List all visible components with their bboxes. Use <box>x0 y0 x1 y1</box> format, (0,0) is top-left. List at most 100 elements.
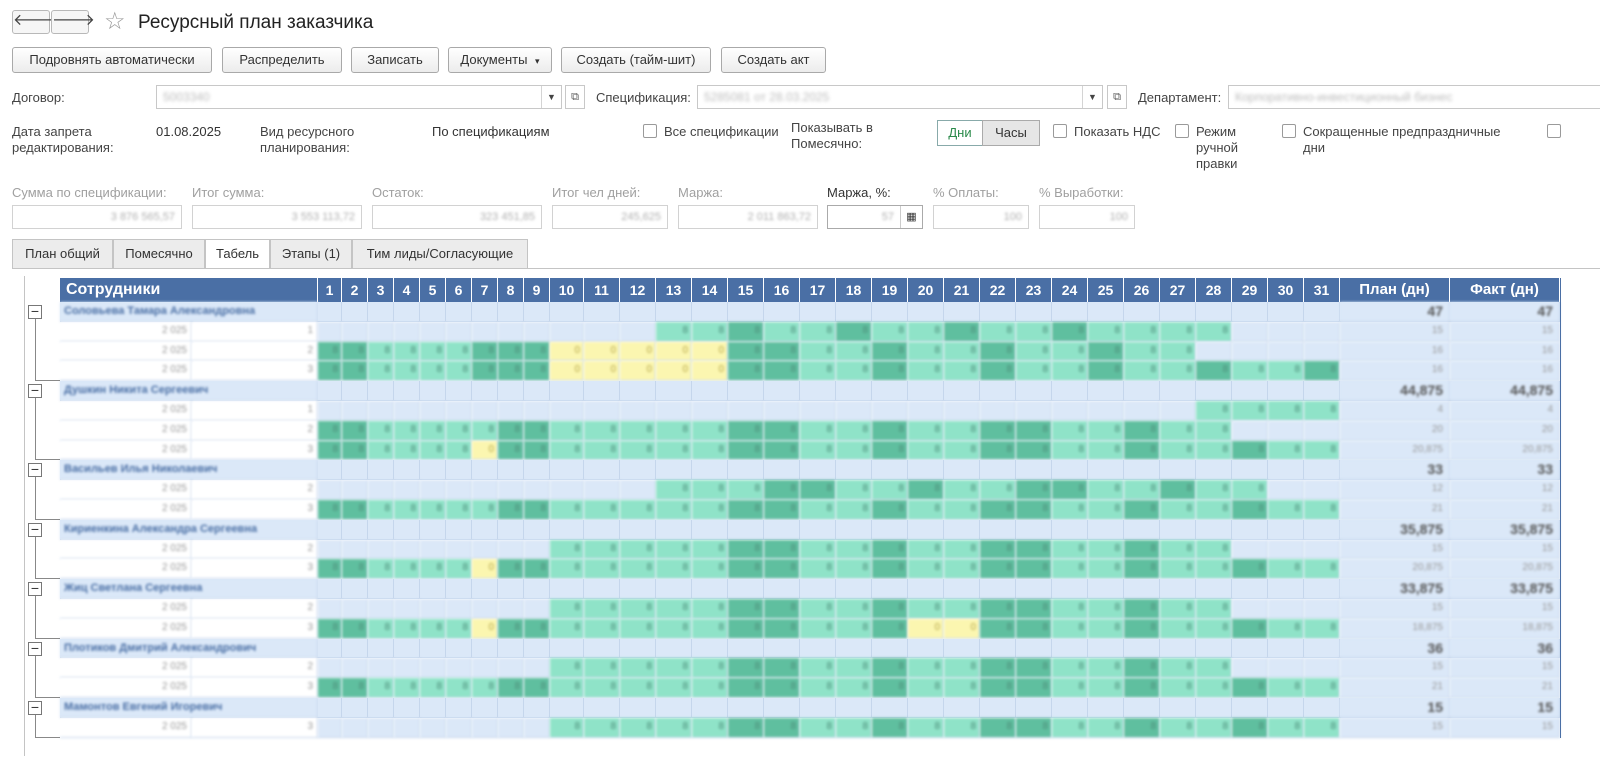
day-cell[interactable] <box>1016 460 1052 481</box>
day-cell[interactable]: 8 <box>1016 420 1052 441</box>
day-cell[interactable] <box>342 698 368 718</box>
day-cell[interactable]: 8 <box>584 539 620 560</box>
day-cell[interactable]: 8 <box>728 361 764 382</box>
day-cell[interactable]: 8 <box>446 618 472 639</box>
day-cell[interactable] <box>524 579 550 599</box>
day-cell[interactable]: 8 <box>836 361 872 382</box>
day-cell[interactable]: 8 <box>1052 618 1088 639</box>
day-cell[interactable]: 8 <box>420 500 446 520</box>
day-cell[interactable] <box>692 401 728 421</box>
day-cell[interactable]: 8 <box>908 341 944 362</box>
day-cell[interactable]: 8 <box>728 440 764 461</box>
day-cell[interactable]: 8 <box>800 440 836 461</box>
day-cell[interactable]: 8 <box>420 420 446 441</box>
day-cell[interactable] <box>524 302 550 322</box>
day-cell[interactable] <box>1052 698 1088 718</box>
day-cell[interactable]: 8 <box>342 361 368 382</box>
day-cell[interactable] <box>656 638 692 659</box>
day-cell[interactable]: 8 <box>656 480 692 500</box>
day-cell[interactable]: 8 <box>524 361 550 382</box>
day-cell[interactable]: 8 <box>368 618 394 639</box>
day-cell[interactable]: 8 <box>446 678 472 698</box>
day-cell[interactable] <box>1016 638 1052 659</box>
day-cell[interactable]: 8 <box>1088 480 1124 500</box>
day-cell[interactable] <box>394 599 420 619</box>
day-cell[interactable]: 8 <box>872 539 908 560</box>
day-cell[interactable]: 8 <box>1124 658 1160 679</box>
day-cell[interactable] <box>446 460 472 481</box>
day-cell[interactable] <box>1052 579 1088 599</box>
day-cell[interactable] <box>1052 381 1088 401</box>
day-cell[interactable]: 8 <box>800 321 836 342</box>
day-cell[interactable] <box>342 539 368 560</box>
day-cell[interactable] <box>342 717 368 738</box>
day-cell[interactable]: 8 <box>944 658 980 679</box>
day-cell[interactable]: 8 <box>1088 717 1124 738</box>
day-cell[interactable]: 8 <box>1052 678 1088 698</box>
day-cell[interactable]: 8 <box>584 658 620 679</box>
header-day[interactable]: 11 <box>584 278 620 302</box>
day-cell[interactable]: 8 <box>1232 361 1268 382</box>
day-cell[interactable]: 8 <box>872 618 908 639</box>
day-cell[interactable]: 8 <box>872 500 908 520</box>
day-cell[interactable]: 8 <box>800 539 836 560</box>
day-cell[interactable] <box>394 698 420 718</box>
day-cell[interactable]: 8 <box>394 420 420 441</box>
day-cell[interactable]: 8 <box>908 361 944 382</box>
day-cell[interactable]: 8 <box>472 341 498 362</box>
day-cell[interactable] <box>318 519 342 540</box>
day-cell[interactable] <box>524 321 550 342</box>
day-cell[interactable]: 8 <box>550 559 584 580</box>
day-cell[interactable] <box>394 460 420 481</box>
day-cell[interactable]: 8 <box>524 618 550 639</box>
day-cell[interactable] <box>1196 519 1232 540</box>
day-cell[interactable]: 8 <box>1196 658 1232 679</box>
day-cell[interactable] <box>728 698 764 718</box>
day-cell[interactable] <box>1304 321 1340 342</box>
day-cell[interactable] <box>692 638 728 659</box>
day-cell[interactable]: 8 <box>656 678 692 698</box>
day-cell[interactable] <box>394 539 420 560</box>
day-cell[interactable] <box>368 539 394 560</box>
header-day[interactable]: 15 <box>728 278 764 302</box>
day-cell[interactable]: 8 <box>800 618 836 639</box>
day-cell[interactable] <box>524 698 550 718</box>
day-cell[interactable] <box>980 579 1016 599</box>
day-cell[interactable]: 8 <box>656 599 692 619</box>
day-cell[interactable] <box>620 519 656 540</box>
day-cell[interactable] <box>472 539 498 560</box>
day-cell[interactable] <box>1088 460 1124 481</box>
day-cell[interactable] <box>728 519 764 540</box>
contract-field[interactable]: 5003340 ▼ <box>156 85 562 109</box>
day-cell[interactable]: 8 <box>498 341 524 362</box>
header-day[interactable]: 20 <box>908 278 944 302</box>
day-cell[interactable]: 8 <box>1124 539 1160 560</box>
day-cell[interactable]: 8 <box>498 500 524 520</box>
day-cell[interactable]: 8 <box>1160 599 1196 619</box>
day-cell[interactable] <box>728 579 764 599</box>
day-cell[interactable] <box>1196 579 1232 599</box>
day-cell[interactable] <box>342 519 368 540</box>
day-cell[interactable]: 8 <box>318 618 342 639</box>
day-cell[interactable]: 8 <box>656 658 692 679</box>
day-cell[interactable] <box>1196 698 1232 718</box>
day-cell[interactable] <box>620 480 656 500</box>
day-cell[interactable] <box>692 302 728 322</box>
day-cell[interactable]: 8 <box>1160 539 1196 560</box>
day-cell[interactable]: 8 <box>1232 401 1268 421</box>
day-cell[interactable]: 8 <box>908 559 944 580</box>
day-cell[interactable]: 8 <box>394 341 420 362</box>
day-cell[interactable] <box>836 401 872 421</box>
day-cell[interactable]: 8 <box>584 678 620 698</box>
day-cell[interactable]: 8 <box>1016 678 1052 698</box>
day-cell[interactable] <box>1232 420 1268 441</box>
day-cell[interactable]: 8 <box>342 618 368 639</box>
hours-toggle[interactable]: Часы <box>982 120 1040 146</box>
day-cell[interactable] <box>800 519 836 540</box>
day-cell[interactable]: 8 <box>980 559 1016 580</box>
header-day[interactable]: 31 <box>1304 278 1340 302</box>
day-cell[interactable]: 8 <box>908 717 944 738</box>
day-cell[interactable] <box>1160 381 1196 401</box>
day-cell[interactable]: 8 <box>872 658 908 679</box>
day-cell[interactable] <box>692 698 728 718</box>
